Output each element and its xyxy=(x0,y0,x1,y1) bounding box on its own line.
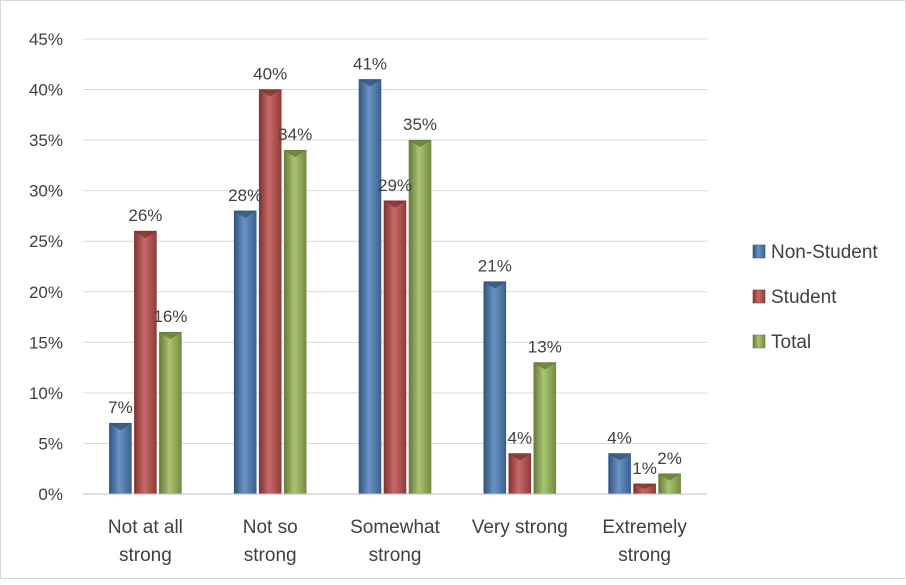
bar-student xyxy=(134,230,157,495)
bar-student xyxy=(383,200,407,495)
legend-swatch xyxy=(752,334,766,349)
legend-label: Non-Student xyxy=(771,242,878,263)
data-label: 26% xyxy=(128,206,162,225)
legend: Non-Student Student Total xyxy=(752,242,878,353)
data-label: 16% xyxy=(153,307,187,326)
data-label: 2% xyxy=(657,449,682,468)
bar-series xyxy=(109,79,681,495)
x-category-label: Extremely xyxy=(602,517,687,538)
y-tick-label: 15% xyxy=(29,333,63,352)
y-tick-label: 0% xyxy=(38,485,63,504)
x-category-label: Very strong xyxy=(472,517,568,538)
legend-label: Student xyxy=(771,287,837,308)
legend-swatch xyxy=(752,244,766,259)
legend-item: Non-Student xyxy=(752,242,878,263)
bar-total xyxy=(408,139,432,495)
data-label: 35% xyxy=(403,115,437,134)
data-labels: 7%28%41%21%4%26%40%29%4%1%16%34%35%13%2% xyxy=(108,54,682,477)
x-category-label: strong xyxy=(618,545,671,566)
data-label: 29% xyxy=(378,176,412,195)
bar-total xyxy=(159,331,182,495)
bar-total xyxy=(533,362,557,495)
legend-label: Total xyxy=(771,332,811,353)
y-tick-label: 10% xyxy=(29,384,63,403)
y-tick-label: 45% xyxy=(29,30,63,49)
bar-total xyxy=(658,473,681,495)
bar-non-student xyxy=(483,281,507,495)
bar-non-student xyxy=(358,79,382,495)
legend-item: Total xyxy=(752,332,811,353)
data-label: 13% xyxy=(528,338,562,357)
y-tick-label: 25% xyxy=(29,232,63,251)
data-label: 4% xyxy=(508,429,533,448)
y-axis-tick-labels: 0% 5% 10% 15% 20% 25% 30% 35% 40% 45% xyxy=(29,30,63,504)
legend-item: Student xyxy=(752,287,837,308)
bar-non-student xyxy=(233,210,257,495)
bar-non-student xyxy=(109,422,132,495)
bar-total xyxy=(283,149,307,495)
bar-non-student xyxy=(608,453,631,495)
x-category-label: Not so xyxy=(243,517,298,538)
x-category-label: Somewhat xyxy=(350,517,440,538)
data-label: 1% xyxy=(632,459,657,478)
x-axis-category-labels: Not at all strong Not so strong Somewhat stro… xyxy=(108,517,687,566)
data-label: 7% xyxy=(108,398,133,417)
data-label: 40% xyxy=(253,65,287,84)
x-category-label: Not at all xyxy=(108,517,183,538)
y-tick-label: 40% xyxy=(29,81,63,100)
y-tick-label: 5% xyxy=(38,434,63,453)
x-category-label: strong xyxy=(244,545,297,566)
x-category-label: strong xyxy=(119,545,172,566)
data-label: 41% xyxy=(353,54,387,73)
bar-student xyxy=(258,89,282,495)
data-label: 34% xyxy=(278,125,312,144)
data-label: 4% xyxy=(607,429,632,448)
y-tick-label: 30% xyxy=(29,182,63,201)
data-label: 21% xyxy=(478,257,512,276)
x-category-label: strong xyxy=(369,545,422,566)
bar-student xyxy=(633,483,656,495)
y-tick-label: 35% xyxy=(29,131,63,150)
legend-swatch xyxy=(752,289,766,304)
y-tick-label: 20% xyxy=(29,283,63,302)
data-label: 28% xyxy=(228,186,262,205)
bar-student xyxy=(508,453,532,495)
